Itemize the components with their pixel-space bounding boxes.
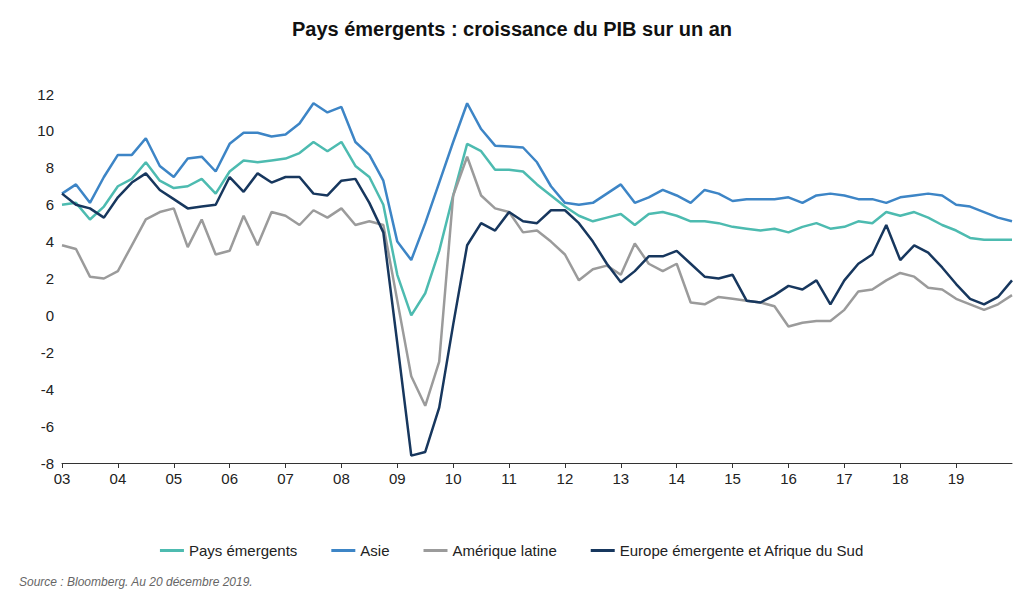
svg-text:14: 14 (668, 470, 685, 487)
svg-text:04: 04 (110, 470, 127, 487)
svg-text:6: 6 (46, 196, 54, 213)
svg-text:Source : Bloomberg. Au 20 déce: Source : Bloomberg. Au 20 décembre 2019. (19, 575, 253, 589)
svg-text:4: 4 (46, 233, 54, 250)
svg-text:0: 0 (46, 307, 54, 324)
svg-text:-8: -8 (41, 455, 54, 472)
svg-text:09: 09 (389, 470, 406, 487)
svg-text:Pays émergents : croissance du: Pays émergents : croissance du PIB sur u… (292, 18, 732, 40)
svg-text:10: 10 (445, 470, 462, 487)
svg-text:8: 8 (46, 159, 54, 176)
svg-text:Asie: Asie (360, 542, 389, 559)
svg-text:Pays émergents: Pays émergents (189, 542, 297, 559)
svg-text:16: 16 (780, 470, 797, 487)
svg-text:-2: -2 (41, 344, 54, 361)
svg-text:05: 05 (165, 470, 182, 487)
svg-text:Europe émergente et Afrique du: Europe émergente et Afrique du Sud (620, 542, 864, 559)
svg-text:18: 18 (892, 470, 909, 487)
svg-text:19: 19 (948, 470, 965, 487)
svg-text:-4: -4 (41, 381, 54, 398)
svg-text:07: 07 (277, 470, 294, 487)
svg-text:03: 03 (54, 470, 71, 487)
svg-text:11: 11 (501, 470, 517, 487)
svg-text:08: 08 (333, 470, 350, 487)
svg-text:Amérique latine: Amérique latine (453, 542, 557, 559)
svg-text:12: 12 (37, 86, 54, 103)
svg-text:06: 06 (221, 470, 238, 487)
svg-text:17: 17 (836, 470, 853, 487)
svg-text:-6: -6 (41, 418, 54, 435)
svg-text:15: 15 (724, 470, 741, 487)
svg-text:13: 13 (612, 470, 629, 487)
svg-text:12: 12 (557, 470, 574, 487)
svg-text:10: 10 (37, 122, 54, 139)
svg-text:2: 2 (46, 270, 54, 287)
